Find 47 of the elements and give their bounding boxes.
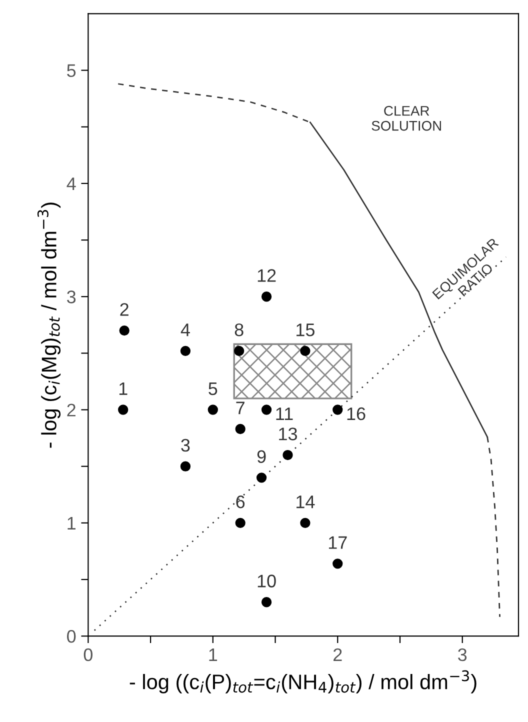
annotation: 6	[236, 495, 245, 508]
annotation: 15	[296, 324, 314, 336]
annotation: 8	[234, 323, 244, 336]
x-tick-label: 0	[84, 648, 92, 662]
annotation: 5	[208, 382, 218, 396]
point	[118, 404, 128, 415]
annotation: 13	[279, 428, 297, 440]
y-tick-label: 1	[68, 517, 76, 530]
annotation: 9	[257, 450, 266, 463]
point	[282, 450, 293, 460]
point	[261, 404, 272, 415]
point	[180, 346, 191, 356]
point	[180, 461, 191, 472]
annotation: 11	[276, 408, 293, 420]
point	[208, 404, 218, 415]
annotation: 16	[347, 407, 366, 420]
y-tick-label: 0	[67, 630, 76, 643]
point	[256, 472, 267, 483]
y-axis-title: - log (c$_{i}$(Mg)$_{tot}$ / mol dm$^{−3}$)	[37, 202, 61, 448]
text: - log ((c$_{i}$(P)$_{tot}$=c$_{i}$(NH$_{4}$)$_{tot}$) / mol dm$^{−3}$)	[130, 670, 476, 694]
y-tick-label: 2	[67, 404, 76, 416]
point	[332, 558, 343, 569]
annotation: 7	[236, 402, 244, 414]
point	[261, 292, 272, 302]
x-tick-label: 3	[458, 648, 467, 662]
annotation: 12	[258, 269, 276, 282]
point	[234, 346, 244, 356]
annotation: 1	[119, 382, 128, 395]
x-tick-label: 2	[334, 648, 342, 661]
y-tick-label: 5	[67, 64, 76, 78]
y-tick-label: 3	[67, 290, 76, 304]
x-tick-label: 1	[209, 648, 218, 661]
y-tick-label: 4	[66, 178, 76, 190]
point	[300, 346, 310, 356]
point	[300, 518, 310, 528]
annotation: 10	[258, 574, 276, 588]
point	[235, 424, 246, 434]
annotation: 3	[181, 438, 190, 452]
point	[235, 518, 246, 528]
point	[332, 404, 343, 415]
annotation: 4	[180, 324, 190, 336]
annotation: 14	[296, 496, 315, 508]
annotation: CLEAR SOLUTION	[372, 106, 441, 131]
annotation: 2	[120, 303, 128, 316]
annotation: 17	[328, 536, 347, 549]
point	[261, 597, 272, 608]
point	[119, 325, 130, 336]
